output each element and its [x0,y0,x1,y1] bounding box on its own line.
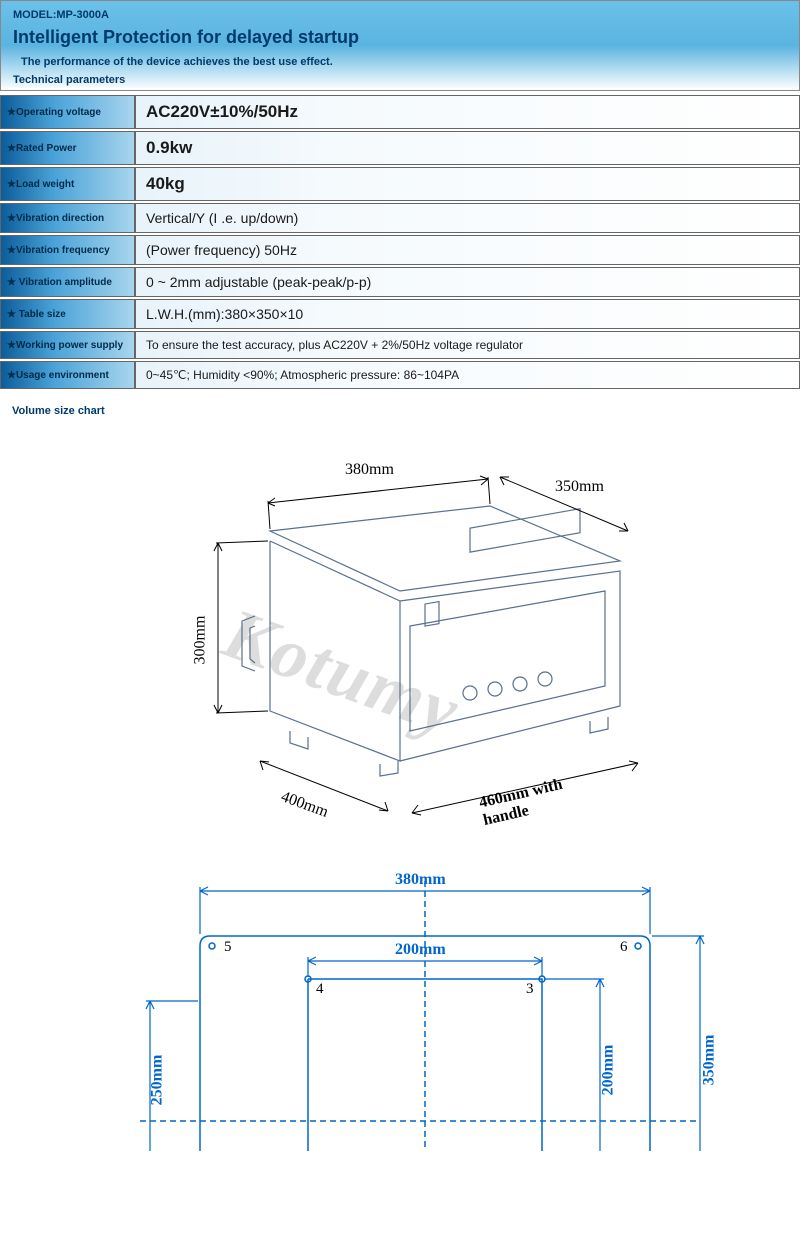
svg-text:5: 5 [224,939,232,955]
spec-value: To ensure the test accuracy, plus AC220V… [135,331,800,359]
dim-inner-200h: 200mm [599,1045,617,1096]
spec-table: ★Operating voltageAC220V±10%/50Hz★Rated … [0,93,800,391]
volume-chart-label: Volume size chart [0,391,800,431]
spec-value: Vertical/Y (I .e. up/down) [135,203,800,233]
spec-value: (Power frequency) 50Hz [135,235,800,265]
spec-value: 40kg [135,167,800,201]
svg-text:4: 4 [316,981,324,997]
dim-left-250: 250mm [148,1055,166,1106]
diagram-area: Kotumy [0,431,800,1131]
spec-value: 0.9kw [135,131,800,165]
dim-outer-380: 380mm [395,871,446,889]
spec-label: ★Vibration frequency [0,235,135,265]
top-view-diagram: 5 6 4 3 [0,851,800,1151]
dim-outer-350: 350mm [700,1035,718,1086]
iso-diagram [0,431,800,851]
spec-value: AC220V±10%/50Hz [135,95,800,129]
spec-label: ★Load weight [0,167,135,201]
spec-label: ★Rated Power [0,131,135,165]
spec-label: ★ Vibration amplitude [0,267,135,297]
spec-row: ★Usage environment0~45℃; Humidity <90%; … [0,361,800,389]
spec-row: ★Operating voltageAC220V±10%/50Hz [0,95,800,129]
dim-inner-200: 200mm [395,941,446,959]
spec-row: ★Rated Power0.9kw [0,131,800,165]
dim-350: 350mm [555,478,604,496]
spec-row: ★Vibration directionVertical/Y (I .e. up… [0,203,800,233]
spec-row: ★Load weight40kg [0,167,800,201]
subtitle: The performance of the device achieves t… [13,56,787,68]
dim-380: 380mm [345,461,394,479]
tech-params-label: Technical parameters [13,74,787,86]
spec-row: ★ Vibration amplitude0 ~ 2mm adjustable … [0,267,800,297]
spec-label: ★ Table size [0,299,135,329]
spec-label: ★Working power supply [0,331,135,359]
spec-row: ★Vibration frequency(Power frequency) 50… [0,235,800,265]
page-title: Intelligent Protection for delayed start… [13,27,787,48]
spec-value: 0 ~ 2mm adjustable (peak-peak/p-p) [135,267,800,297]
spec-row: ★ Table sizeL.W.H.(mm):380×350×10 [0,299,800,329]
spec-label: ★Operating voltage [0,95,135,129]
model-label: MODEL:MP-3000A [13,9,787,21]
spec-label: ★Vibration direction [0,203,135,233]
spec-value: L.W.H.(mm):380×350×10 [135,299,800,329]
spec-value: 0~45℃; Humidity <90%; Atmospheric pressu… [135,361,800,389]
svg-text:6: 6 [620,939,628,955]
dim-300: 300mm [191,616,209,665]
spec-row: ★Working power supplyTo ensure the test … [0,331,800,359]
header-section: MODEL:MP-3000A Intelligent Protection fo… [0,0,800,91]
svg-text:3: 3 [526,981,534,997]
spec-label: ★Usage environment [0,361,135,389]
